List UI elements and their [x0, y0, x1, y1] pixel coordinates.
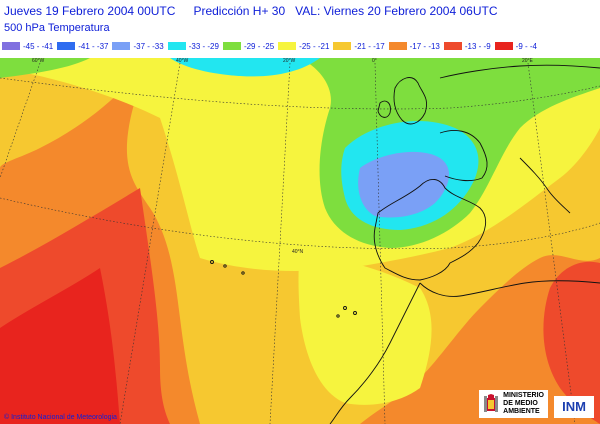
- legend-swatch: [278, 42, 297, 50]
- legend-item: -29 - -25: [222, 40, 275, 52]
- coast-iberia: [373, 179, 487, 281]
- lon-tick-60w: 60°W: [32, 58, 45, 64]
- zone-minus37-33: [358, 151, 450, 218]
- legend-swatch: [112, 42, 131, 50]
- legend-item: -17 - -13: [388, 40, 440, 52]
- coast-uk: [393, 77, 428, 125]
- legend-label: -37 - -33: [133, 41, 164, 51]
- legend-item: -21 - -17: [333, 40, 385, 52]
- coast-europe-north: [439, 64, 600, 79]
- legend-label: -17 - -13: [409, 41, 440, 51]
- zone-minus13-9-se: [543, 261, 600, 424]
- legend-label: -9 - -4: [515, 41, 538, 51]
- coast-ireland: [377, 100, 391, 118]
- graticule-labels: 60°W 40°W 20°W 0° 20°E 40°N: [32, 58, 534, 255]
- header: Jueves 19 Febrero 2004 00UTC Predicción H…: [0, 0, 600, 58]
- inm-logo: INM: [554, 396, 594, 418]
- legend-swatch: [388, 42, 407, 50]
- lon-tick-20w: 20°W: [283, 58, 296, 64]
- legend-item: -9 - -4: [494, 40, 538, 52]
- legend-label: -33 - -29: [188, 41, 219, 51]
- lon-tick-0: 0°: [372, 58, 377, 64]
- legend-swatch: [57, 42, 76, 50]
- lat-label-40n: 40°N: [292, 249, 304, 255]
- legend-swatch: [167, 42, 186, 50]
- legend-swatch: [333, 42, 352, 50]
- coat-of-arms-icon: [484, 394, 499, 412]
- legend-item: -25 - -21: [278, 40, 329, 52]
- legend-label: -25 - -21: [299, 41, 330, 51]
- forecast-info: Jueves 19 Febrero 2004 00UTC Predicción H…: [4, 4, 498, 18]
- coast-africa-west: [329, 282, 421, 424]
- lon-tick-40w: 40°W: [176, 58, 189, 64]
- legend-swatch: [2, 42, 20, 50]
- legend-label: -45 - -41: [23, 41, 54, 51]
- coast-africa: [419, 280, 600, 297]
- graticule: [0, 62, 600, 424]
- ministry-line-2: DE MEDIO: [503, 400, 538, 407]
- valid-time: VAL: Viernes 20 Febrero 2004 06UTC: [295, 4, 498, 18]
- ministry-logo: MINISTERIO DE MEDIO AMBIENTE: [479, 390, 548, 418]
- legend-item: -45 - -41: [2, 40, 53, 52]
- ministry-line-1: MINISTERIO: [503, 392, 544, 399]
- coastlines: [210, 64, 600, 424]
- color-legend: -45 - -41 -41 - -37 -37 - -33 -33 - -29 -29 …: [2, 40, 541, 52]
- copyright-note: © Instituto Nacional de Meteorologia: [4, 414, 117, 421]
- zone-minus33-29-north: [170, 58, 320, 77]
- coast-azores: [210, 260, 214, 264]
- temperature-map: 60°W 40°W 20°W 0° 20°E 40°N: [0, 58, 600, 424]
- field-title: 500 hPa Temperatura: [4, 22, 110, 34]
- coast-canaries: [343, 306, 347, 310]
- legend-label: -13 - -9: [464, 41, 491, 51]
- legend-item: -33 - -29: [167, 40, 219, 52]
- legend-swatch: [443, 42, 462, 50]
- run-date: Jueves 19 Febrero 2004 00UTC: [4, 4, 176, 18]
- forecast-lead: Predicción H+ 30: [193, 4, 286, 18]
- legend-item: -13 - -9: [443, 40, 491, 52]
- coast-france: [439, 130, 488, 182]
- legend-item: -41 - -37: [57, 40, 108, 52]
- legend-swatch: [494, 42, 513, 50]
- legend-label: -41 - -37: [78, 41, 109, 51]
- ministry-line-3: AMBIENTE: [503, 408, 540, 415]
- legend-swatch: [222, 42, 241, 50]
- zone-minus29-25-nw: [0, 58, 90, 78]
- coast-italy: [519, 157, 571, 214]
- legend-label: -29 - -25: [243, 41, 275, 51]
- zone-minus9-4-sw: [0, 268, 120, 424]
- legend-label: -21 - -17: [354, 41, 385, 51]
- lon-tick-20e: 20°E: [522, 58, 534, 64]
- zone-minus25-21-south: [298, 253, 432, 405]
- legend-item: -37 - -33: [112, 40, 164, 52]
